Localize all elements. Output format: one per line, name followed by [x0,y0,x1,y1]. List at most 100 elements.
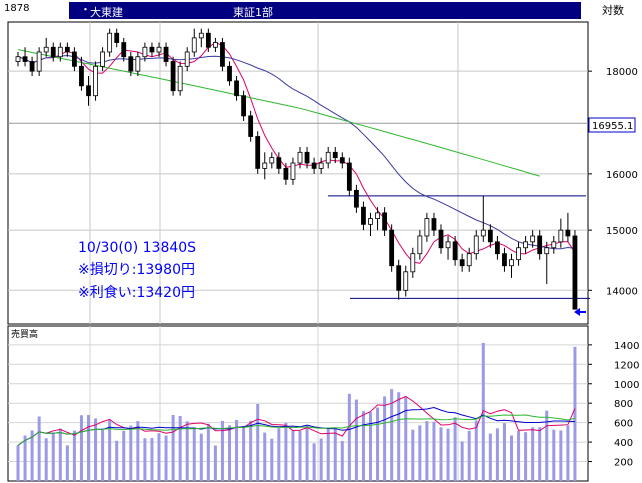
price-tick-label: 14000 [606,286,638,297]
candle-body [410,253,416,273]
volume-bar [192,429,196,481]
volume-bar [108,419,112,481]
volume-bar [502,423,506,481]
volume-bar [58,428,62,481]
candle-body [29,61,35,72]
candle-body [389,229,395,267]
candle-body [565,229,571,237]
price-moving-averages [17,42,576,264]
price-ma-long [17,49,540,177]
volume-bar [277,428,281,481]
volume-bar [122,430,126,481]
volume-bar [467,430,471,481]
candle-body [368,218,373,225]
candle-body [346,162,352,191]
volume-bar [263,432,267,481]
volume-tick-label: 400 [614,438,633,449]
candle-body [487,229,493,243]
volume-bar [566,425,570,481]
candle-body [290,162,296,180]
volume-bar [284,423,288,481]
candle-body [262,162,268,169]
price-ma-short [17,42,576,264]
candle-body [459,259,465,267]
volume-bar [44,438,48,481]
candle-body [114,32,120,43]
volume-bar [30,430,34,481]
volume-bar [573,346,577,481]
candle-body [107,32,113,53]
highlight-price: 16955.1 [592,121,633,132]
candle-body [473,235,479,255]
chart-header: 1878 ・ 大東建 東証1部 対数 [0,0,642,20]
volume-bar [453,417,457,481]
candlesticks [15,28,578,310]
candle-body [72,51,77,67]
volume-bar [37,416,41,481]
candle-body [551,241,557,249]
candle-body [255,136,261,169]
price-axis: 14000 15000 16000 18000 [588,67,638,297]
volume-ma-mid [17,406,575,446]
candle-body [339,157,345,164]
volume-bar [390,389,394,481]
stock-name: 大東建 [90,6,123,19]
volume-tick-label: 1200 [614,360,639,371]
volume-bar [94,418,98,481]
candle-body [572,235,578,310]
volume-bar [404,397,408,481]
volume-tick-label: 1400 [614,341,639,352]
candle-body [516,247,521,261]
candle-body [494,241,500,255]
volume-bar [298,430,302,481]
candle-body [530,235,536,243]
candle-body [297,151,303,164]
volume-bar [439,427,443,481]
candle-body [121,42,127,58]
candle-body [325,151,331,164]
candle-body [156,46,162,53]
volume-bar [524,432,528,481]
volume-ma-short [17,395,576,446]
volume-bar [87,415,90,481]
candle-body [36,51,42,72]
candle-body [431,218,437,231]
volume-tick-label: 600 [614,419,633,430]
volume-bar [51,433,55,481]
candle-body [311,162,317,169]
volume-bar [333,428,337,481]
candle-body [198,32,204,39]
volume-tick-label: 200 [614,458,633,469]
price-panel-frame [7,21,589,325]
candle-body [170,61,176,92]
volume-moving-averages [17,395,576,446]
volume-bar [354,399,358,481]
volume-bar [157,433,161,481]
volume-axis: 200 400 600 800 1000 1200 1400 [588,341,639,469]
volume-bar [474,420,478,481]
price-ma-mid [17,54,575,250]
candle-body [466,253,472,267]
volume-bar [559,430,563,481]
volume-bar [418,425,422,481]
volume-bar [538,427,542,481]
volume-bar [199,433,203,481]
volume-bar [347,393,351,481]
volume-bar [185,421,189,481]
candle-body [480,229,486,237]
volume-bar [446,428,450,481]
candle-body [445,241,451,249]
candle-body [318,162,324,169]
exchange-label: 東証1部 [233,6,273,19]
volume-bar [411,429,415,481]
price-tick-label: 18000 [606,67,638,78]
scale-mode-button[interactable]: 対数 [602,4,624,17]
volume-bar [164,435,168,481]
volume-bar [136,421,140,481]
candle-body [93,65,98,97]
candle-body [452,241,458,261]
candle-body [50,46,56,58]
candle-body [304,151,310,164]
candle-body [396,265,402,291]
volume-bar [340,440,344,481]
